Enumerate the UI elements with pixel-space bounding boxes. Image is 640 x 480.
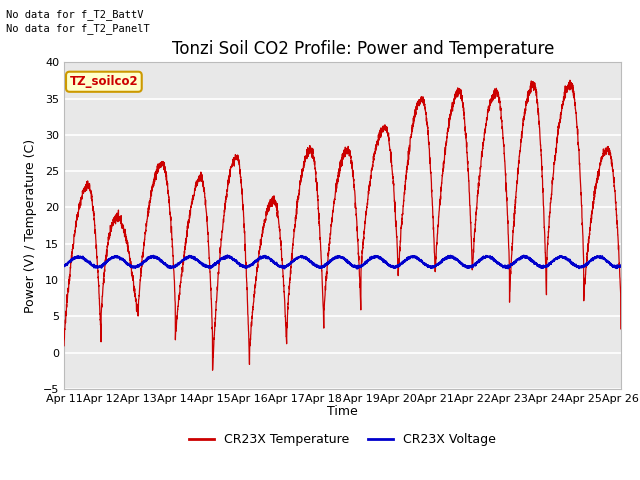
Text: No data for f_T2_BattV: No data for f_T2_BattV: [6, 9, 144, 20]
Text: No data for f_T2_PanelT: No data for f_T2_PanelT: [6, 23, 150, 34]
Text: TZ_soilco2: TZ_soilco2: [70, 75, 138, 88]
X-axis label: Time: Time: [327, 405, 358, 418]
Y-axis label: Power (V) / Temperature (C): Power (V) / Temperature (C): [24, 139, 37, 312]
Legend: CR23X Temperature, CR23X Voltage: CR23X Temperature, CR23X Voltage: [184, 428, 501, 451]
Text: Tonzi Soil CO2 Profile: Power and Temperature: Tonzi Soil CO2 Profile: Power and Temper…: [172, 40, 554, 58]
